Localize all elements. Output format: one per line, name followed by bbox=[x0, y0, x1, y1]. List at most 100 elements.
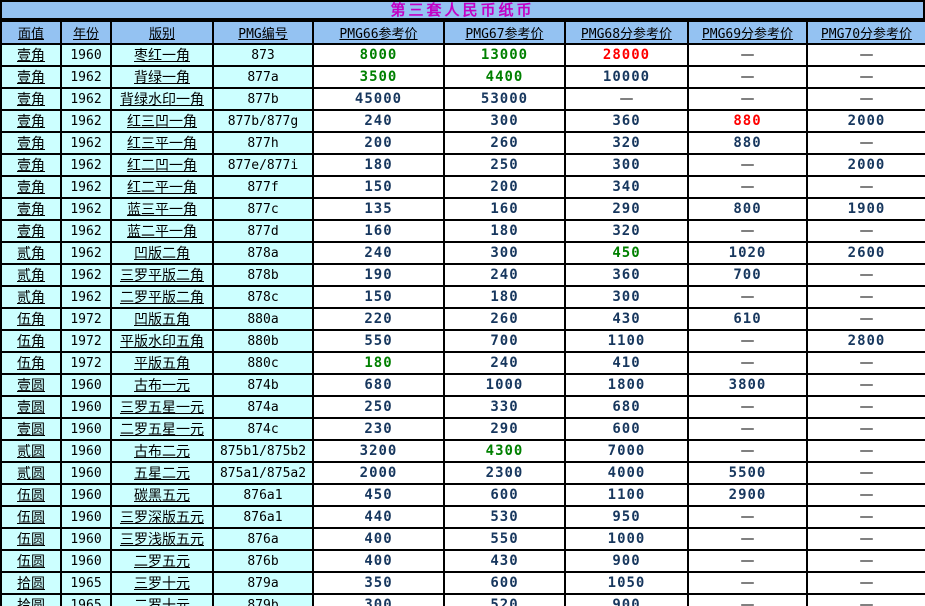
cell-price-pmg69: 800 bbox=[687, 197, 808, 221]
cell-price-pmg69: — bbox=[687, 549, 808, 573]
cell-price-pmg67: 700 bbox=[443, 329, 566, 353]
cell-price-pmg68: 900 bbox=[564, 549, 689, 573]
cell-price-pmg66: 230 bbox=[312, 417, 445, 441]
cell-year: 1960 bbox=[60, 373, 112, 397]
cell-version: 红二凹一角 bbox=[110, 153, 214, 177]
cell-price-pmg69: 1020 bbox=[687, 241, 808, 265]
cell-price-pmg69: — bbox=[687, 505, 808, 529]
cell-price-pmg70: — bbox=[806, 175, 925, 199]
cell-price-pmg67: 13000 bbox=[443, 43, 566, 67]
price-table: 面值 年份 版别 PMG编号 PMG66参考价 PMG67参考价 PMG68分参考价 PMG6… bbox=[0, 20, 925, 606]
cell-year: 1960 bbox=[60, 527, 112, 551]
cell-version: 三罗平版二角 bbox=[110, 263, 214, 287]
cell-pmg-number: 880c bbox=[212, 351, 314, 375]
cell-price-pmg69: — bbox=[687, 527, 808, 551]
cell-version: 蓝二平一角 bbox=[110, 219, 214, 243]
header-pmg70-price: PMG70分参考价 bbox=[806, 20, 925, 45]
cell-price-pmg68: 1000 bbox=[564, 527, 689, 551]
cell-pmg-number: 879a bbox=[212, 571, 314, 595]
cell-year: 1962 bbox=[60, 153, 112, 177]
cell-price-pmg70: — bbox=[806, 307, 925, 331]
table-row: 贰角 1962 二罗平版二角 878c 150 180 300— — bbox=[0, 285, 925, 309]
cell-version: 古布二元 bbox=[110, 439, 214, 463]
header-version: 版别 bbox=[110, 20, 214, 45]
cell-year: 1960 bbox=[60, 439, 112, 463]
cell-denomination: 伍角 bbox=[0, 307, 62, 331]
cell-price-pmg67: 290 bbox=[443, 417, 566, 441]
cell-price-pmg67: 2300 bbox=[443, 461, 566, 485]
page-title: 第三套人民币纸币 bbox=[0, 0, 925, 20]
cell-price-pmg68: 680 bbox=[564, 395, 689, 419]
cell-price-pmg70: 2800 bbox=[806, 329, 925, 353]
cell-price-pmg66: 200 bbox=[312, 131, 445, 155]
cell-price-pmg69: — bbox=[687, 329, 808, 353]
cell-version: 二罗十元 bbox=[110, 593, 214, 606]
cell-pmg-number: 877h bbox=[212, 131, 314, 155]
cell-denomination: 伍角 bbox=[0, 351, 62, 375]
cell-year: 1962 bbox=[60, 197, 112, 221]
cell-price-pmg70: — bbox=[806, 351, 925, 375]
cell-pmg-number: 877f bbox=[212, 175, 314, 199]
cell-price-pmg66: 150 bbox=[312, 285, 445, 309]
cell-price-pmg68: 290 bbox=[564, 197, 689, 221]
cell-price-pmg66: 150 bbox=[312, 175, 445, 199]
cell-year: 1960 bbox=[60, 483, 112, 507]
cell-price-pmg67: 180 bbox=[443, 285, 566, 309]
cell-price-pmg69: 5500 bbox=[687, 461, 808, 485]
table-row: 壹圆 1960 古布一元 874b 680 1000 1800 3800— bbox=[0, 373, 925, 397]
cell-price-pmg67: 550 bbox=[443, 527, 566, 551]
cell-price-pmg70: — bbox=[806, 461, 925, 485]
cell-denomination: 壹角 bbox=[0, 131, 62, 155]
cell-denomination: 拾圆 bbox=[0, 593, 62, 606]
cell-price-pmg67: 4300 bbox=[443, 439, 566, 463]
cell-year: 1960 bbox=[60, 43, 112, 67]
cell-pmg-number: 875b1/875b2 bbox=[212, 439, 314, 463]
cell-pmg-number: 876a1 bbox=[212, 483, 314, 507]
cell-price-pmg67: 330 bbox=[443, 395, 566, 419]
cell-year: 1972 bbox=[60, 329, 112, 353]
cell-pmg-number: 877c bbox=[212, 197, 314, 221]
cell-price-pmg66: 450 bbox=[312, 483, 445, 507]
cell-price-pmg69: 610 bbox=[687, 307, 808, 331]
cell-price-pmg66: 550 bbox=[312, 329, 445, 353]
cell-denomination: 壹角 bbox=[0, 197, 62, 221]
cell-version: 凹版五角 bbox=[110, 307, 214, 331]
cell-denomination: 壹圆 bbox=[0, 417, 62, 441]
cell-price-pmg66: 220 bbox=[312, 307, 445, 331]
table-row: 贰角 1962 凹版二角 878a 240 300 450 1020 2600 bbox=[0, 241, 925, 265]
cell-version: 凹版二角 bbox=[110, 241, 214, 265]
cell-price-pmg67: 260 bbox=[443, 307, 566, 331]
cell-price-pmg67: 180 bbox=[443, 219, 566, 243]
cell-price-pmg70: 2000 bbox=[806, 153, 925, 177]
table-row: 伍角 1972 平版水印五角 880b 550 700 1100—2800 bbox=[0, 329, 925, 353]
cell-price-pmg70: — bbox=[806, 373, 925, 397]
cell-price-pmg70: — bbox=[806, 417, 925, 441]
cell-price-pmg66: 240 bbox=[312, 241, 445, 265]
cell-price-pmg69: 700 bbox=[687, 263, 808, 287]
cell-denomination: 壹角 bbox=[0, 65, 62, 89]
cell-price-pmg69: — bbox=[687, 285, 808, 309]
cell-denomination: 伍圆 bbox=[0, 483, 62, 507]
table-row: 壹圆 1960 三罗五星一元 874a 250 330 680— — bbox=[0, 395, 925, 419]
cell-price-pmg66: 160 bbox=[312, 219, 445, 243]
cell-version: 枣红一角 bbox=[110, 43, 214, 67]
header-year: 年份 bbox=[60, 20, 112, 45]
cell-year: 1962 bbox=[60, 285, 112, 309]
cell-denomination: 贰角 bbox=[0, 263, 62, 287]
cell-price-pmg66: 180 bbox=[312, 351, 445, 375]
cell-denomination: 伍角 bbox=[0, 329, 62, 353]
cell-price-pmg68: 1100 bbox=[564, 483, 689, 507]
cell-price-pmg66: 250 bbox=[312, 395, 445, 419]
cell-price-pmg67: 160 bbox=[443, 197, 566, 221]
cell-pmg-number: 877e/877i bbox=[212, 153, 314, 177]
cell-version: 红三凹一角 bbox=[110, 109, 214, 133]
cell-denomination: 伍圆 bbox=[0, 549, 62, 573]
cell-denomination: 贰角 bbox=[0, 285, 62, 309]
table-row: 伍圆 1960 碳黑五元 876a1 450 600 1100 2900— bbox=[0, 483, 925, 507]
table-row: 拾圆 1965 二罗十元 879b 300 520 900— — bbox=[0, 593, 925, 606]
cell-price-pmg66: 180 bbox=[312, 153, 445, 177]
cell-version: 三罗五星一元 bbox=[110, 395, 214, 419]
cell-price-pmg67: 240 bbox=[443, 263, 566, 287]
cell-price-pmg70: — bbox=[806, 505, 925, 529]
cell-year: 1960 bbox=[60, 395, 112, 419]
